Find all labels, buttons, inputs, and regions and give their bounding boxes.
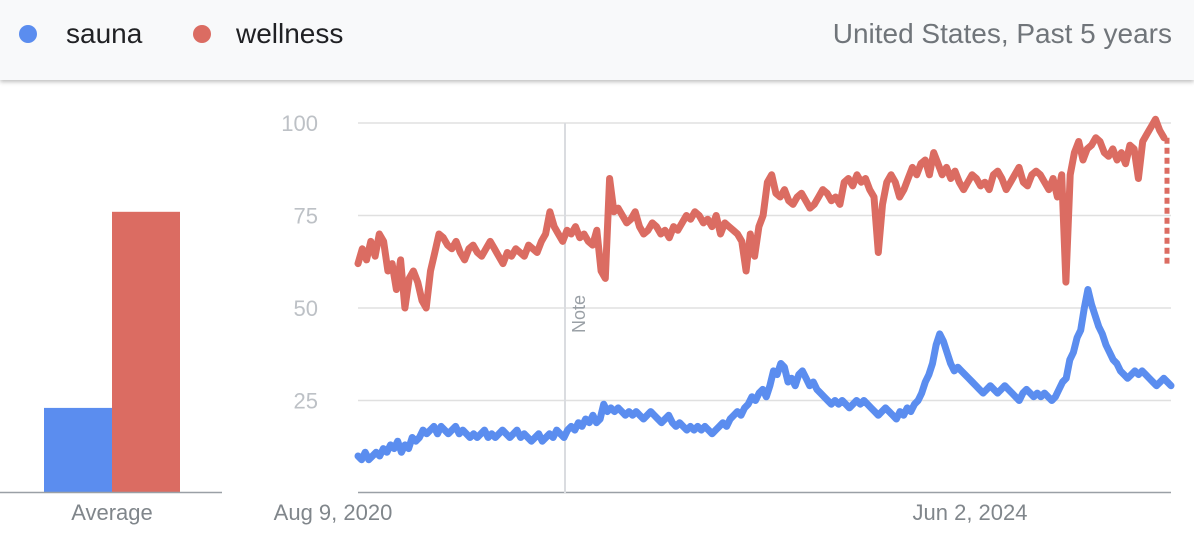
series-line-sauna bbox=[354, 286, 1175, 464]
legend-dot-wellness bbox=[193, 25, 211, 43]
average-bar-sauna bbox=[44, 407, 112, 493]
y-tick-label-50: 50 bbox=[294, 296, 318, 321]
legend-label-wellness: wellness bbox=[236, 18, 344, 49]
average-category-label: Average bbox=[71, 500, 153, 525]
series-line-wellness bbox=[354, 115, 1168, 312]
legend-dot-sauna bbox=[19, 25, 37, 43]
y-tick-label-75: 75 bbox=[294, 204, 318, 229]
note-label: Note bbox=[569, 295, 589, 333]
average-bar-chart: Average bbox=[0, 211, 222, 525]
average-bar-wellness bbox=[112, 211, 180, 494]
legend-label-sauna: sauna bbox=[66, 18, 143, 49]
y-tick-label-100: 100 bbox=[281, 111, 318, 136]
x-tick-label-aug-9-2020: Aug 9, 2020 bbox=[274, 500, 393, 525]
legend-item-wellness[interactable]: wellness bbox=[193, 16, 343, 52]
y-tick-label-25: 25 bbox=[294, 389, 318, 414]
region-timeframe-label: United States, Past 5 years bbox=[832, 18, 1172, 49]
line-chart: 25 50 75 100 Note Aug 9, 2020 Jun 2, 2024 bbox=[274, 111, 1175, 525]
x-tick-label-jun-2-2024: Jun 2, 2024 bbox=[913, 500, 1028, 525]
chart-header: sauna wellness United States, Past 5 yea… bbox=[0, 0, 1194, 80]
legend-item-sauna[interactable]: sauna bbox=[19, 16, 142, 52]
